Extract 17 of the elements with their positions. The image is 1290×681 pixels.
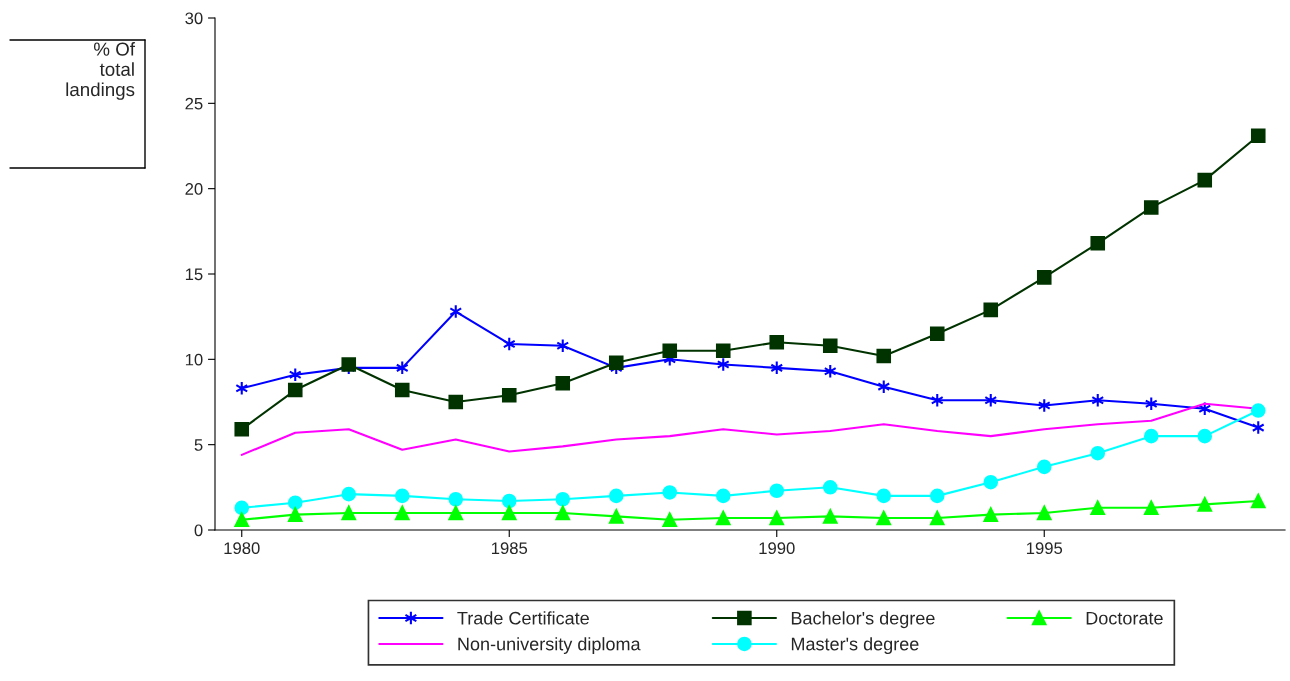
- y-tick-label: 10: [185, 353, 203, 366]
- y-axis-title: % Of total landings: [66, 42, 136, 100]
- y-tick-label: 5: [194, 439, 203, 451]
- legend-label: Master's degree: [791, 637, 919, 654]
- y-tick-label: 25: [185, 97, 203, 110]
- y-tick-label: 0: [194, 524, 203, 537]
- x-tick-label: 1985: [491, 542, 528, 555]
- y-tick-label: 30: [185, 12, 203, 25]
- legend-label: Doctorate: [1086, 611, 1163, 625]
- x-tick-label: 1980: [224, 542, 260, 555]
- x-tick-label: 1990: [759, 542, 795, 555]
- y-tick-label: 15: [185, 268, 203, 281]
- legend-label: Non-university diploma: [458, 637, 641, 654]
- y-tick-label: 20: [185, 183, 203, 195]
- legend-label: Trade Certificate: [457, 611, 589, 625]
- legend-label: Bachelor's degree: [791, 611, 935, 629]
- x-tick-label: 1995: [1026, 542, 1063, 555]
